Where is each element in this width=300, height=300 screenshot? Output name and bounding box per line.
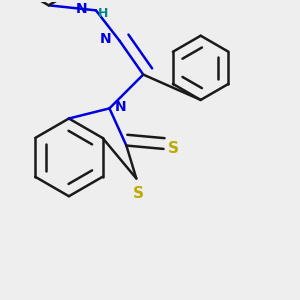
Text: S: S bbox=[133, 186, 143, 201]
Text: H: H bbox=[98, 7, 108, 20]
Text: N: N bbox=[100, 32, 111, 46]
Text: N: N bbox=[115, 100, 126, 114]
Text: S: S bbox=[168, 141, 178, 156]
Text: N: N bbox=[76, 2, 88, 16]
